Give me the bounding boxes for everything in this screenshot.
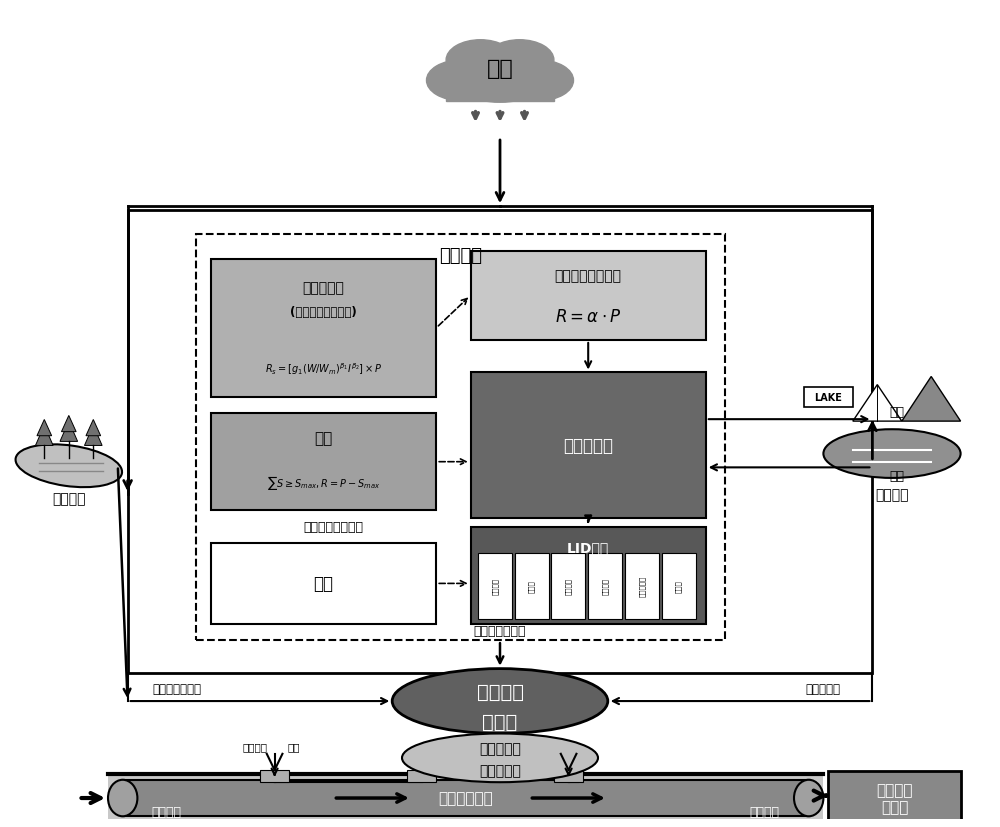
Ellipse shape [16,445,122,488]
Polygon shape [37,420,52,436]
Text: 出流量: 出流量 [881,799,908,814]
Bar [804,388,853,407]
Text: (时变增益产流理论): (时变增益产流理论) [290,306,357,318]
Text: 透水铺砖: 透水铺砖 [602,577,608,595]
Text: 计算区域: 计算区域 [477,682,524,701]
Bar [446,79,554,102]
Polygon shape [61,416,76,433]
Ellipse shape [446,41,515,81]
Text: 区域内湖泊: 区域内湖泊 [563,437,613,455]
Text: 计算区域: 计算区域 [876,782,913,797]
Text: 交互: 交互 [889,470,904,482]
Ellipse shape [505,61,574,102]
Text: $R_s=[g_1(W/W_m)^{\beta_1}I^{\beta_2}]\times P$: $R_s=[g_1(W/W_m)^{\beta_1}I^{\beta_2}]\t… [265,361,382,377]
Bar [211,260,436,397]
Text: $\sum S \geq S_{max}, R = P-S_{max}$: $\sum S \geq S_{max}, R = P-S_{max}$ [267,473,380,491]
Text: 湖泊: 湖泊 [889,405,904,418]
Bar [471,373,706,519]
Bar [828,771,961,820]
Bar [554,770,583,782]
Text: 一般透水面: 一般透水面 [303,281,345,295]
Bar [471,251,706,341]
Text: 各个计算单: 各个计算单 [479,741,521,755]
Ellipse shape [485,41,554,81]
Text: 汇水片区: 汇水片区 [439,246,482,265]
Text: 雨水桶: 雨水桶 [675,580,682,592]
Text: LID措施: LID措施 [567,540,609,554]
Bar [662,553,696,619]
Text: 片区内部水流运动: 片区内部水流运动 [303,520,363,533]
Text: 汇水节点: 汇水节点 [750,805,780,818]
Ellipse shape [108,780,137,816]
Text: 地下: 地下 [288,741,300,751]
Text: 汇水节点: 汇水节点 [152,805,182,818]
Polygon shape [60,422,78,442]
Text: 雨水花园: 雨水花园 [492,577,498,595]
Bar [515,553,549,619]
Text: 湖泊产流量: 湖泊产流量 [806,682,841,696]
Bar [407,770,436,782]
Text: 植草沟: 植草沟 [528,580,535,592]
Text: 汇水片区产流量: 汇水片区产流量 [474,624,526,637]
Ellipse shape [794,780,823,816]
Ellipse shape [446,46,554,103]
Polygon shape [902,377,961,422]
Text: $R = \alpha \cdot P$: $R = \alpha \cdot P$ [555,308,622,325]
Text: 绿色屋顶: 绿色屋顶 [565,577,572,595]
Bar [108,774,823,819]
Ellipse shape [402,734,598,782]
Bar [211,414,436,511]
Text: 不透水面（小区）: 不透水面（小区） [555,269,622,283]
Text: 降雨: 降雨 [487,59,513,79]
Bar [128,211,872,673]
Text: 产流量: 产流量 [482,712,518,731]
Text: 人工湿地产流量: 人工湿地产流量 [152,682,201,696]
Bar [123,780,809,816]
Bar [625,553,659,619]
Ellipse shape [426,61,495,102]
Bar [478,553,512,619]
Ellipse shape [823,430,961,478]
Text: 生物滞留池: 生物滞留池 [639,576,645,597]
Text: 地面汇入: 地面汇入 [243,741,268,751]
Polygon shape [853,385,902,422]
Bar [471,527,706,624]
Bar [211,543,436,624]
Polygon shape [84,426,102,446]
Ellipse shape [392,669,608,734]
Bar [260,770,289,782]
Bar [551,553,585,619]
Text: 元地表汇流: 元地表汇流 [479,763,521,777]
Text: LAKE: LAKE [814,392,842,402]
Bar [588,553,622,619]
Bar [196,235,725,640]
Text: 自然湖泊: 自然湖泊 [875,488,909,501]
Text: 道路: 道路 [314,575,334,593]
Polygon shape [35,426,53,446]
Text: 地下管网系统: 地下管网系统 [438,791,493,805]
Text: 洼蓄: 洼蓄 [314,430,333,445]
Polygon shape [86,420,101,436]
Text: 人工湿地: 人工湿地 [52,491,86,505]
